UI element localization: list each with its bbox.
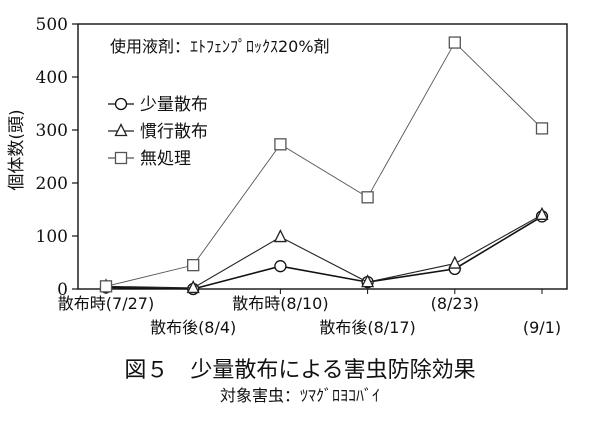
y-tick-label: 0 bbox=[57, 280, 68, 300]
data-point-square bbox=[448, 36, 461, 49]
data-point-square bbox=[361, 191, 374, 204]
series-line bbox=[105, 214, 543, 289]
series-line bbox=[105, 215, 543, 290]
data-point-square bbox=[274, 138, 287, 151]
data-point-triangle bbox=[273, 229, 287, 243]
x-tick-label: 散布時(7/27) bbox=[58, 294, 154, 313]
figure-caption-title: 図５ 少量散布による害虫防除効果 bbox=[124, 358, 476, 383]
x-tick-label: 散布後(8/4) bbox=[150, 318, 236, 337]
y-tick-label: 100 bbox=[36, 227, 68, 247]
x-tick-label: (8/23) bbox=[431, 294, 479, 313]
y-tick-label: 200 bbox=[36, 174, 68, 194]
legend-label: 少量散布 bbox=[140, 95, 208, 115]
series-line bbox=[105, 41, 543, 287]
y-tick-label: 300 bbox=[36, 121, 68, 141]
line-chart: 0 100 200 300 400 500 散布時(7/27) 散布後(8/4) 散布時(8/1… bbox=[7, 15, 568, 337]
figure-caption-subtitle: 対象害虫：ﾂﾏｸﾞﾛﾖｺﾊﾞｲ bbox=[219, 386, 380, 405]
data-point-triangle bbox=[448, 255, 462, 269]
data-point-square bbox=[99, 280, 113, 293]
data-point-triangle bbox=[361, 274, 375, 288]
plot-frame bbox=[77, 23, 568, 290]
data-point-triangle bbox=[535, 206, 549, 220]
data-point-triangle bbox=[114, 123, 128, 137]
x-tick-label: 散布後(8/17) bbox=[319, 318, 415, 337]
legend-marker bbox=[114, 123, 128, 137]
legend-marker bbox=[114, 151, 128, 165]
data-point-circle bbox=[114, 97, 128, 111]
data-point-square bbox=[535, 122, 549, 135]
x-tick-label: (9/1) bbox=[523, 318, 561, 337]
x-tick-label: 散布時(8/10) bbox=[232, 294, 328, 313]
chart-annotation: 使用液剤：ｴﾄﾌｪﾝﾌﾟﾛｯｸｽ20%剤 bbox=[110, 37, 330, 56]
legend-label: 慣行散布 bbox=[140, 122, 208, 142]
y-tick-label: 500 bbox=[36, 15, 68, 35]
y-axis-label: 個体数(頭) bbox=[7, 109, 27, 190]
series-markers bbox=[99, 206, 549, 294]
legend-label: 無処理 bbox=[140, 149, 191, 169]
legend-marker bbox=[114, 97, 128, 111]
series-markers bbox=[99, 36, 549, 293]
data-point-triangle bbox=[186, 279, 200, 294]
data-point-circle bbox=[274, 260, 287, 273]
data-point-square bbox=[187, 258, 200, 272]
data-point-square bbox=[114, 151, 128, 165]
y-tick-label: 400 bbox=[36, 68, 68, 88]
